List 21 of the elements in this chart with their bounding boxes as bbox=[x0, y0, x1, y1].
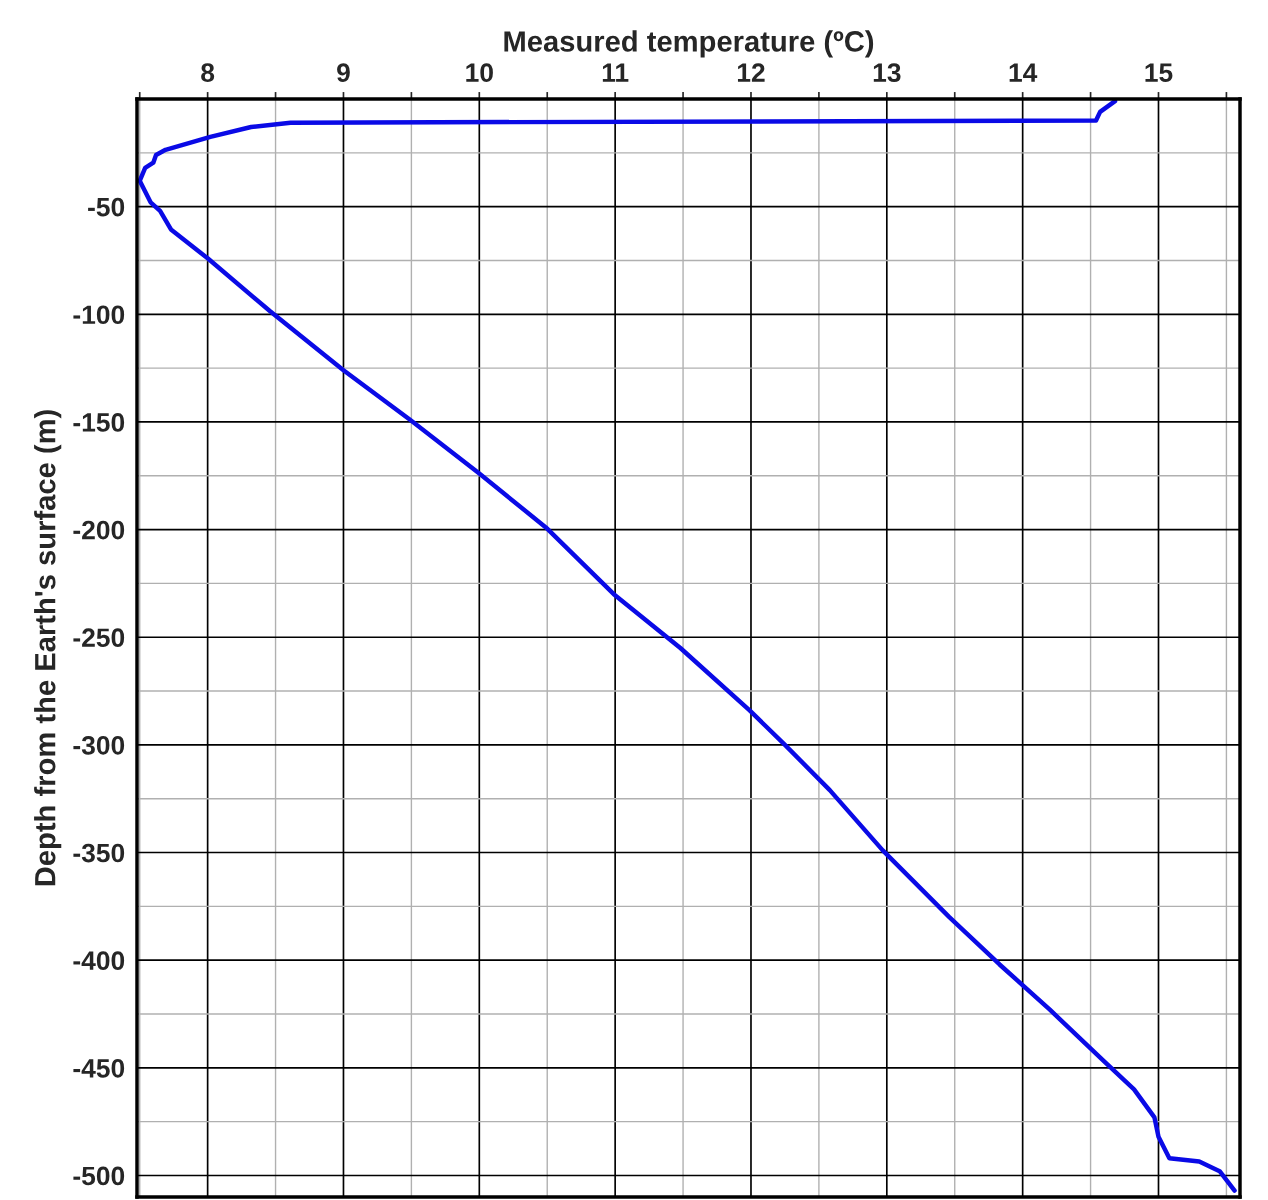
y-tick-label: -450 bbox=[73, 1058, 125, 1078]
x-tick-label: 11 bbox=[602, 63, 629, 82]
y-tick-label: -100 bbox=[73, 305, 125, 325]
y-tick-label: -200 bbox=[73, 520, 125, 540]
x-tick-label: 15 bbox=[1145, 63, 1173, 82]
y-tick-label: -250 bbox=[73, 628, 125, 648]
x-tick-label: 13 bbox=[873, 63, 901, 83]
x-tick-label: 10 bbox=[466, 63, 493, 82]
x-tick-label: 14 bbox=[1009, 63, 1038, 82]
y-tick-label: -400 bbox=[73, 951, 125, 970]
y-tick-label: -50 bbox=[88, 197, 125, 217]
y-axis-title: Depth from the Earth's surface (m) bbox=[34, 410, 62, 886]
y-tick-label: -150 bbox=[73, 413, 125, 432]
x-tick-label: 9 bbox=[337, 63, 350, 82]
x-tick-label: 12 bbox=[737, 63, 765, 82]
x-tick-label: 8 bbox=[201, 63, 215, 82]
x-axis-title: Measured temperature (ºC) bbox=[504, 30, 874, 58]
y-tick-label: -300 bbox=[73, 736, 125, 755]
line-series bbox=[137, 99, 1237, 1193]
y-tick-label: -500 bbox=[73, 1166, 125, 1186]
y-tick-label: -350 bbox=[73, 843, 125, 863]
